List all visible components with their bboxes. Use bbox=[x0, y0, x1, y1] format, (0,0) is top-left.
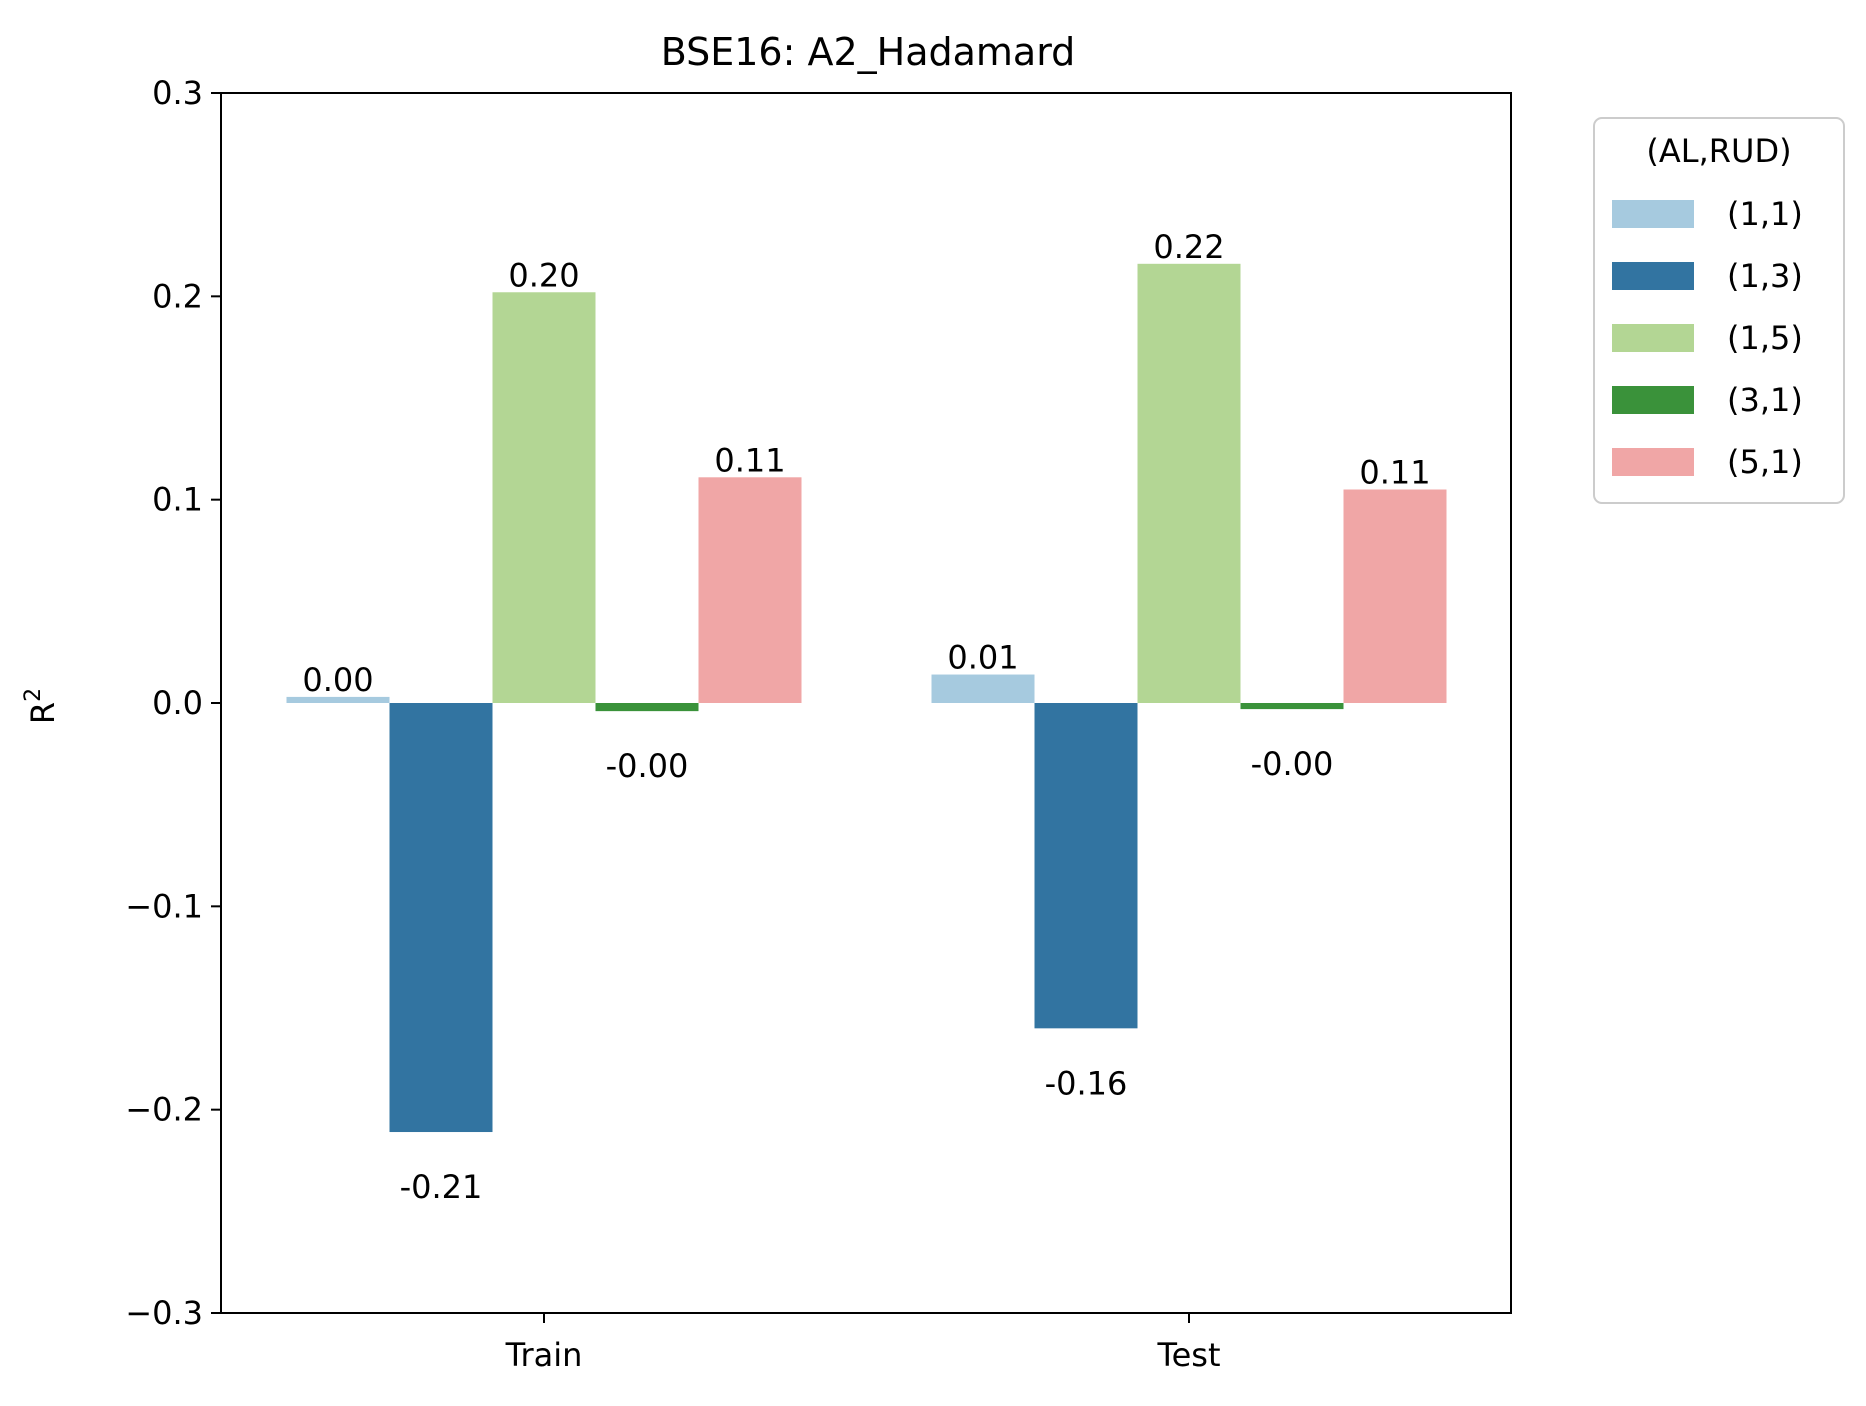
bar-train-1 bbox=[286, 696, 390, 703]
bar-value-label: 0.01 bbox=[947, 639, 1018, 677]
legend-entry-label: (5,1) bbox=[1727, 443, 1803, 481]
y-tick-label: 0.1 bbox=[152, 481, 203, 519]
bar-value-label: -0.16 bbox=[1045, 1064, 1128, 1102]
y-tick-label: −0.3 bbox=[125, 1294, 203, 1332]
x-tick-label-train: Train bbox=[505, 1336, 583, 1374]
legend: (AL,RUD) (1,1) (1,3) (1,5) (3,1) (5,1) bbox=[1593, 117, 1845, 504]
y-axis-label: R2 bbox=[21, 688, 62, 724]
bar-test-1 bbox=[931, 674, 1035, 703]
bar-value-label: 0.20 bbox=[508, 256, 579, 294]
y-axis-label-base: R bbox=[24, 702, 62, 724]
bar-train-2 bbox=[389, 703, 493, 1133]
legend-swatch bbox=[1612, 448, 1694, 476]
legend-swatch bbox=[1612, 262, 1694, 290]
y-tick-label: 0.2 bbox=[152, 277, 203, 315]
bar-value-label: -0.21 bbox=[400, 1168, 483, 1206]
axes-layer: 0.3 0.2 0.1 0.0 −0.1 −0.2 −0.3 Train Test bbox=[125, 74, 1512, 1374]
bar-test-5 bbox=[1343, 489, 1447, 703]
y-tick-label: 0.0 bbox=[152, 684, 203, 722]
bar-value-label: 0.11 bbox=[714, 441, 785, 479]
y-tick-label: 0.3 bbox=[152, 74, 203, 112]
bar-value-label: -0.00 bbox=[1251, 745, 1334, 783]
legend-swatch bbox=[1612, 386, 1694, 414]
bar-train-4 bbox=[595, 703, 699, 712]
y-tick-label: −0.2 bbox=[125, 1091, 203, 1129]
chart-title: BSE16: A2_Hadamard bbox=[661, 30, 1076, 74]
bar-test-3 bbox=[1137, 263, 1241, 703]
bar-value-label: 0.00 bbox=[302, 661, 373, 699]
x-tick-label-test: Test bbox=[1156, 1336, 1220, 1374]
bar-test-2 bbox=[1034, 703, 1138, 1029]
bar-test-4 bbox=[1240, 703, 1344, 710]
bars-layer: 0.00 0.01 -0.21 -0.16 0.20 0.22 -0.00 -0.00 0.11… bbox=[286, 228, 1447, 1206]
bar-value-label: -0.00 bbox=[606, 747, 689, 785]
legend-entry-label: (1,3) bbox=[1727, 257, 1803, 295]
bar-value-label: 0.11 bbox=[1359, 454, 1430, 492]
legend-swatch bbox=[1612, 200, 1694, 228]
legend-entry-label: (1,1) bbox=[1727, 195, 1803, 233]
legend-swatch bbox=[1612, 324, 1694, 352]
bar-value-label: 0.22 bbox=[1153, 228, 1224, 266]
legend-entry-label: (1,5) bbox=[1727, 319, 1803, 357]
legend-box bbox=[1593, 117, 1845, 504]
y-axis-label-superscript: 2 bbox=[21, 688, 46, 702]
legend-entry-label: (3,1) bbox=[1727, 381, 1803, 419]
bar-train-5 bbox=[698, 477, 802, 703]
legend-title: (AL,RUD) bbox=[1646, 132, 1791, 170]
bar-train-3 bbox=[492, 292, 596, 703]
y-tick-label: −0.1 bbox=[125, 887, 203, 925]
